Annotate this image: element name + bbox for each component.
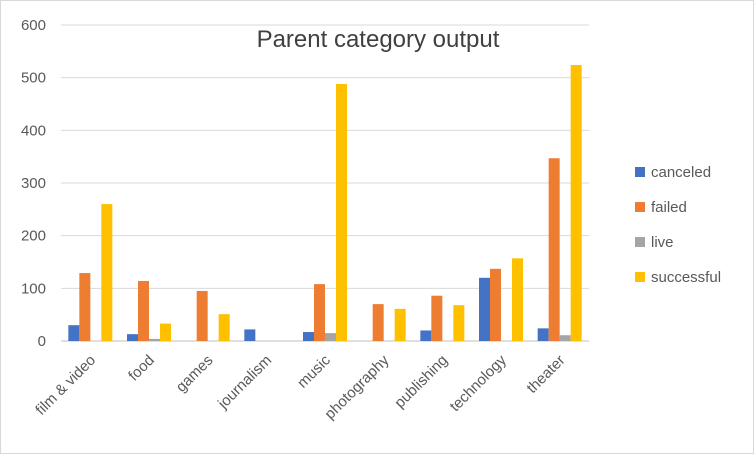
y-tick-label: 600: [21, 17, 46, 34]
bar-canceled: [244, 329, 256, 341]
x-tick-label: games: [173, 352, 217, 396]
y-tick-label: 400: [21, 122, 46, 139]
bar-failed: [548, 158, 560, 341]
legend: canceled failed live successful: [635, 164, 721, 286]
bar-failed: [431, 295, 443, 341]
bar-live: [559, 335, 571, 341]
legend-label: failed: [651, 199, 687, 216]
legend-swatch: [635, 237, 645, 247]
bar-failed: [314, 284, 325, 341]
y-tick-label: 500: [21, 70, 46, 87]
legend-swatch: [635, 167, 645, 177]
x-tick-label: food: [125, 352, 158, 385]
bar-canceled: [68, 325, 80, 341]
bar-live: [149, 338, 160, 341]
x-tick-label: photography: [321, 351, 392, 422]
chart-title: Parent category output: [257, 26, 500, 53]
bar-successful: [101, 204, 113, 341]
x-tick-label: theater: [523, 352, 568, 397]
bar-canceled: [127, 334, 138, 341]
bar-failed: [138, 280, 149, 341]
y-tick-label: 200: [21, 228, 46, 245]
bar-canceled: [479, 277, 490, 341]
bar-failed: [196, 290, 208, 341]
x-tick-label: publishing: [391, 352, 451, 412]
y-tick-label: 0: [38, 333, 46, 350]
bar-successful: [570, 65, 582, 341]
bar-successful: [512, 258, 523, 341]
legend-label: live: [651, 234, 674, 251]
bar-live: [325, 333, 336, 341]
x-tick-label: technology: [446, 351, 510, 415]
y-tick-label: 300: [21, 175, 46, 192]
bar-successful: [160, 323, 171, 341]
bar-successful: [453, 305, 465, 341]
bar-successful: [394, 308, 406, 341]
legend-label: successful: [651, 269, 721, 286]
bar-canceled: [537, 328, 549, 341]
legend-label: canceled: [651, 164, 711, 181]
y-tick-label: 100: [21, 280, 46, 297]
bars: [68, 65, 582, 341]
bar-failed: [372, 304, 384, 341]
bar-failed: [79, 273, 91, 341]
bar-successful: [218, 314, 230, 341]
bar-canceled: [420, 330, 432, 341]
bar-canceled: [303, 332, 314, 341]
bar-successful: [336, 83, 347, 341]
x-tick-label: film & video: [32, 352, 99, 419]
legend-swatch: [635, 202, 645, 212]
legend-swatch: [635, 272, 645, 282]
x-tick-label: music: [294, 351, 334, 391]
y-axis-ticks: 0 100 200 300 400 500 600: [21, 17, 46, 350]
bar-failed: [490, 268, 501, 341]
x-tick-label: journalism: [214, 352, 275, 413]
